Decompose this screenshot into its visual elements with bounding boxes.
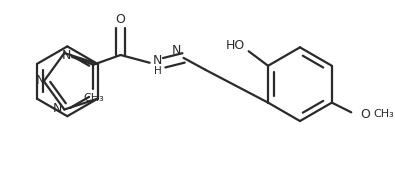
Text: HO: HO: [226, 39, 245, 52]
Text: H: H: [154, 66, 162, 75]
Text: CH₃: CH₃: [374, 109, 395, 119]
Text: N: N: [62, 49, 71, 62]
Text: N: N: [35, 74, 45, 87]
Text: N: N: [172, 44, 181, 57]
Text: O: O: [116, 13, 126, 26]
Text: CH₃: CH₃: [83, 93, 104, 103]
Text: N: N: [153, 54, 162, 67]
Text: N: N: [53, 102, 62, 115]
Text: O: O: [360, 108, 370, 121]
